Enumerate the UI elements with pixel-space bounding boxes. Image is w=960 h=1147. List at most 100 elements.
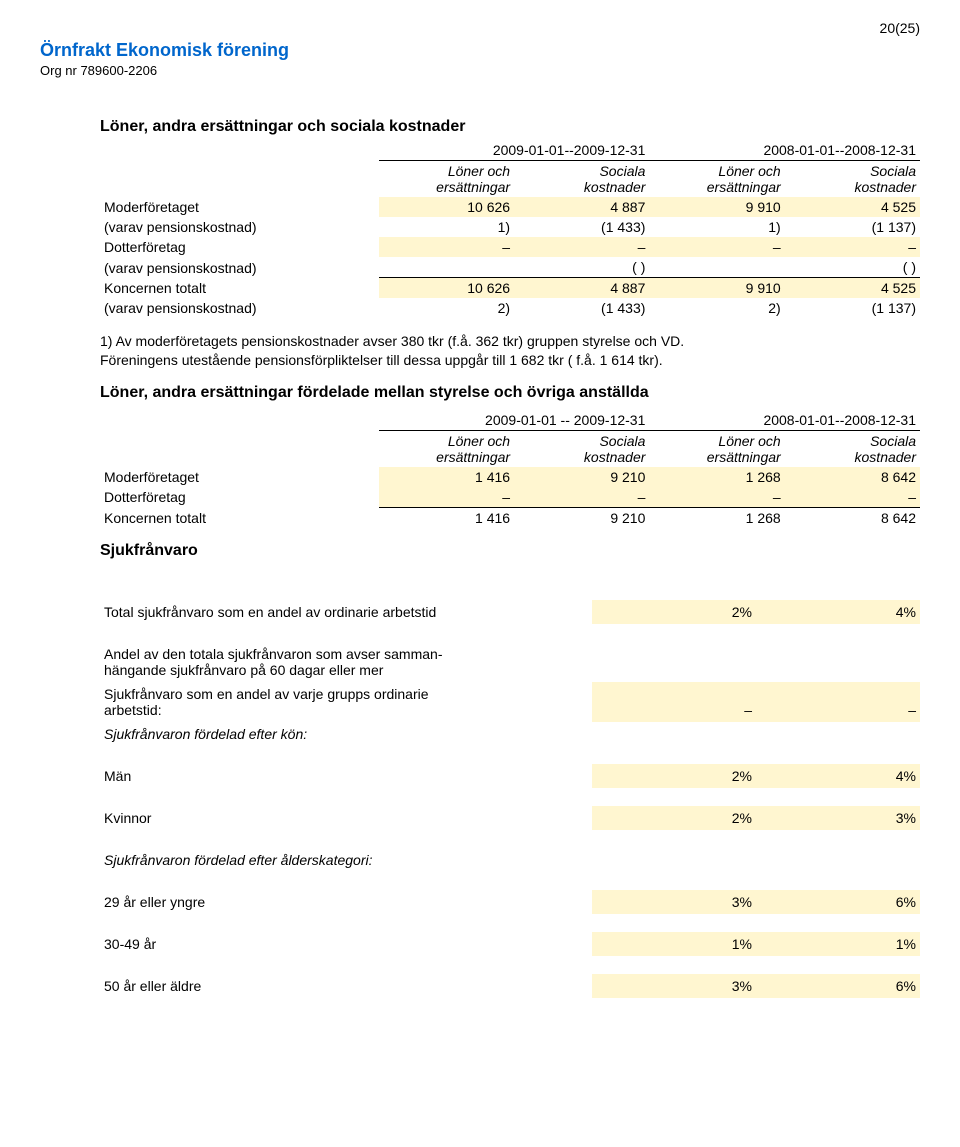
cell (592, 722, 756, 746)
row-label: Moderföretaget (100, 197, 379, 217)
col-header-loner: Löner ochersättningar (379, 161, 514, 198)
cell: 9 210 (514, 507, 649, 528)
cell: 10 626 (379, 197, 514, 217)
table-row: 2009-01-01--2009-12-31 2008-01-01--2008-… (100, 140, 920, 161)
cell: 9 210 (514, 467, 649, 487)
cell: 2% (592, 764, 756, 788)
table-row: Löner ochersättningar Socialakostnader L… (100, 161, 920, 198)
page: 20(25) Örnfrakt Ekonomisk förening Org n… (0, 0, 960, 1038)
col-header-sociala: Socialakostnader (514, 161, 649, 198)
table-row: Sjukfrånvaron fördelad efter kön: (100, 722, 920, 746)
col-header-sociala: Socialakostnader (785, 430, 920, 467)
cell: 9 910 (649, 278, 784, 299)
note1: 1) Av moderföretagets pensionskostnader … (100, 333, 684, 349)
cell: 2% (592, 600, 756, 624)
cell: – (649, 487, 784, 508)
cell: 2) (649, 298, 784, 318)
cell: – (756, 682, 920, 722)
cell: – (514, 237, 649, 257)
cell: 3% (592, 974, 756, 998)
table-row: Kvinnor2%3% (100, 806, 920, 830)
cell: 1 268 (649, 507, 784, 528)
cell: – (514, 487, 649, 508)
table-row: 50 år eller äldre3%6% (100, 974, 920, 998)
cell: ( ) (514, 257, 649, 278)
cell (756, 848, 920, 872)
cell: 4 887 (514, 197, 649, 217)
section1-notes: 1) Av moderföretagets pensionskostnader … (100, 332, 920, 370)
cell: 1 416 (379, 467, 514, 487)
cell (756, 642, 920, 682)
row-label: Män (100, 764, 592, 788)
cell: 6% (756, 890, 920, 914)
cell: 4% (756, 600, 920, 624)
org-number: Org nr 789600-2206 (40, 63, 920, 78)
row-label: Koncernen totalt (100, 278, 379, 299)
cell: 4 525 (785, 278, 920, 299)
table-row: Dotterföretag – – – – (100, 487, 920, 508)
row-label: 30-49 år (100, 932, 592, 956)
cell: 4% (756, 764, 920, 788)
cell: – (379, 237, 514, 257)
note2: Föreningens utestående pensionsförplikte… (100, 352, 663, 368)
table-row: Sjukfrånvaro som en andel av varje grupp… (100, 682, 920, 722)
table-row: 2009-01-01 -- 2009-12-31 2008-01-01--200… (100, 410, 920, 431)
cell: 1% (756, 932, 920, 956)
col-header-sociala: Socialakostnader (514, 430, 649, 467)
row-label: Moderföretaget (100, 467, 379, 487)
cell (756, 722, 920, 746)
section2-title: Löner, andra ersättningar fördelade mell… (100, 384, 920, 402)
page-number: 20(25) (40, 20, 920, 36)
period-2008: 2008-01-01--2008-12-31 (649, 140, 920, 161)
sjuk-title: Sjukfrånvaro (100, 542, 920, 560)
table-row: Moderföretaget 10 626 4 887 9 910 4 525 (100, 197, 920, 217)
cell: 9 910 (649, 197, 784, 217)
cell: – (592, 682, 756, 722)
cell: 2) (379, 298, 514, 318)
row-label: (varav pensionskostnad) (100, 257, 379, 278)
cell: (1 433) (514, 298, 649, 318)
cell: 8 642 (785, 467, 920, 487)
cell: 8 642 (785, 507, 920, 528)
cell: (1 137) (785, 298, 920, 318)
row-label: Dotterföretag (100, 237, 379, 257)
cell: 1) (379, 217, 514, 237)
cell: 3% (592, 890, 756, 914)
period-2009: 2009-01-01 -- 2009-12-31 (379, 410, 650, 431)
row-label: (varav pensionskostnad) (100, 298, 379, 318)
row-label: Sjukfrånvaro som en andel av varje grupp… (100, 682, 592, 722)
table-row: Koncernen totalt 1 416 9 210 1 268 8 642 (100, 507, 920, 528)
table-row: (varav pensionskostnad) 2) (1 433) 2) (1… (100, 298, 920, 318)
cell: 6% (756, 974, 920, 998)
col-header-sociala: Socialakostnader (785, 161, 920, 198)
period-2009: 2009-01-01--2009-12-31 (379, 140, 650, 161)
table-row: (varav pensionskostnad) ( ) ( ) (100, 257, 920, 278)
col-header-loner: Löner ochersättningar (649, 430, 784, 467)
cell: 3% (756, 806, 920, 830)
section1-content: 2009-01-01--2009-12-31 2008-01-01--2008-… (100, 140, 920, 998)
table-section1: 2009-01-01--2009-12-31 2008-01-01--2008-… (100, 140, 920, 318)
period-2008: 2008-01-01--2008-12-31 (649, 410, 920, 431)
cell: ( ) (785, 257, 920, 278)
row-label: Sjukfrånvaron fördelad efter ålderskateg… (100, 848, 592, 872)
cell: 1 416 (379, 507, 514, 528)
cell: 2% (592, 806, 756, 830)
row-label: Dotterföretag (100, 487, 379, 508)
table-row: Andel av den totala sjukfrånvaron som av… (100, 642, 920, 682)
cell: 1) (649, 217, 784, 237)
table-row: 29 år eller yngre3%6% (100, 890, 920, 914)
table-row: Män2%4% (100, 764, 920, 788)
row-label: (varav pensionskostnad) (100, 217, 379, 237)
col-header-loner: Löner ochersättningar (379, 430, 514, 467)
section1-title: Löner, andra ersättningar och sociala ko… (100, 118, 920, 136)
cell (592, 642, 756, 682)
table-row: 30-49 år1%1% (100, 932, 920, 956)
cell (649, 257, 784, 278)
table-sjuk: Total sjukfrånvaro som en andel av ordin… (100, 600, 920, 998)
row-label: Total sjukfrånvaro som en andel av ordin… (100, 600, 592, 624)
row-label: Kvinnor (100, 806, 592, 830)
cell: (1 137) (785, 217, 920, 237)
table-row: Dotterföretag – – – – (100, 237, 920, 257)
table-row: Moderföretaget 1 416 9 210 1 268 8 642 (100, 467, 920, 487)
cell: 1% (592, 932, 756, 956)
